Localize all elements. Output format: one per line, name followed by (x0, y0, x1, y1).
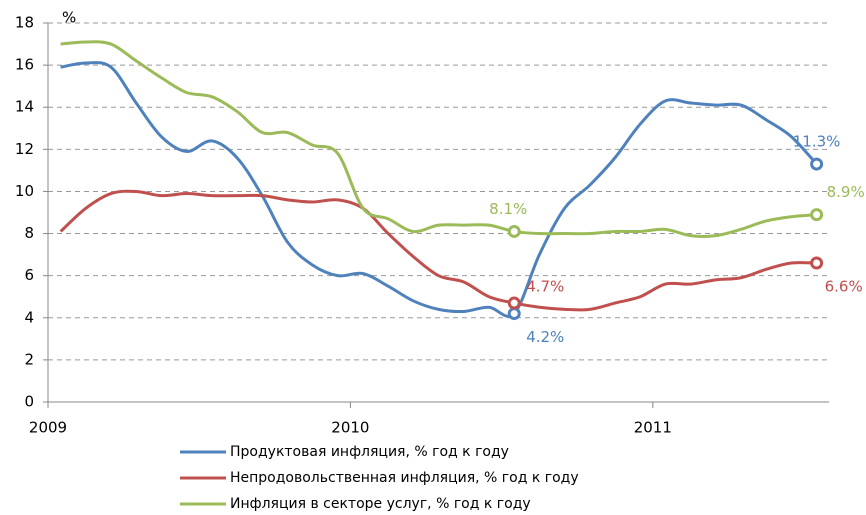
point-marker (507, 224, 521, 238)
y-tick-label: 10 (15, 182, 34, 200)
point-marker (810, 256, 824, 270)
point-marker (507, 307, 521, 321)
data-label: 11.3% (793, 133, 841, 151)
point-marker (507, 296, 521, 310)
y-tick-label: 8 (24, 224, 34, 242)
y-tick-label: 16 (15, 56, 34, 74)
series-line (60, 61, 818, 318)
legend-label: Непродовольственная инфляция, % год к го… (230, 470, 579, 486)
legend-label: Инфляция в секторе услуг, % год к году (230, 496, 531, 512)
y-tick-label: 6 (24, 266, 34, 284)
data-label: 4.7% (526, 278, 564, 296)
series-line (59, 189, 817, 312)
legend-label: Продуктовая инфляция, % год к году (230, 444, 509, 460)
data-label: 8.9% (827, 183, 865, 201)
y-tick-label: 12 (15, 140, 34, 158)
y-tick-label: 18 (15, 14, 34, 32)
y-tick-label: 4 (24, 308, 34, 326)
point-marker (810, 208, 824, 222)
y-tick-label: 0 (24, 393, 34, 411)
x-tick-label: 2011 (634, 419, 672, 437)
data-label: 6.6% (825, 278, 863, 296)
x-tick-label: 2009 (29, 419, 67, 437)
data-label: 4.2% (526, 328, 564, 346)
data-label: 8.1% (489, 200, 527, 218)
y-tick-label: 2 (24, 350, 34, 368)
y-unit-label: % (62, 9, 76, 27)
point-marker (810, 157, 824, 171)
x-tick-label: 2010 (331, 419, 369, 437)
y-tick-label: 14 (15, 98, 34, 116)
series-line (60, 40, 817, 238)
